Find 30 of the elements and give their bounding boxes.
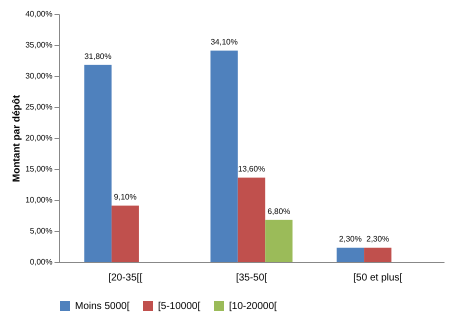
y-tick-label: 15,00% (25, 164, 52, 174)
bar (265, 220, 293, 262)
y-axis-title: Montant par dépôt (11, 94, 22, 182)
data-label: 2,30% (366, 234, 390, 244)
data-label: 13,60% (238, 164, 266, 174)
data-label: 34,10% (210, 38, 238, 47)
x-tick-label: [35-50[ (236, 272, 268, 284)
bar (238, 178, 266, 262)
data-label: 6,80% (268, 206, 290, 216)
data-label: 31,80% (84, 52, 112, 61)
y-tick-label: 25,00% (25, 102, 52, 112)
bar (112, 206, 139, 262)
y-tick-label: 20,00% (25, 134, 52, 142)
y-tick-label: 30,00% (25, 72, 52, 80)
y-tick-label: 0,00% (30, 258, 52, 266)
x-tick-label: [20-35[[ (108, 272, 142, 284)
legend-label: [10-20000[ (229, 301, 278, 312)
legend-label: Moins 5000[ (75, 301, 130, 312)
bar (210, 50, 238, 262)
y-tick-label: 10,00% (25, 196, 52, 204)
data-label: 2,30% (339, 234, 362, 244)
y-tick-label: 35,00% (25, 40, 52, 50)
bar (364, 248, 392, 262)
bar (336, 248, 364, 262)
data-label: 9,10% (114, 192, 137, 202)
y-tick-label: 40,00% (25, 10, 52, 18)
bar (84, 64, 112, 262)
legend-label: [5-10000[ (158, 301, 200, 312)
x-tick-label: [50 et plus[ (353, 272, 402, 284)
y-tick-label: 5,00% (30, 226, 52, 236)
